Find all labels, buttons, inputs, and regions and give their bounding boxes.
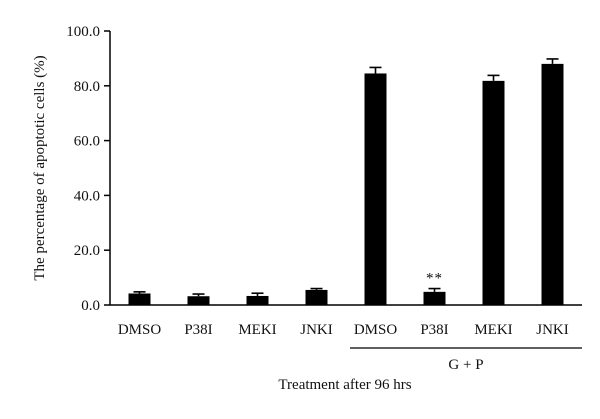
bar-2 bbox=[187, 296, 210, 305]
x-tick-label-4: JNKI bbox=[300, 322, 333, 338]
x-tick-label-2: P38I bbox=[184, 322, 212, 338]
bar-5 bbox=[364, 73, 387, 305]
y-axis: 0.0 20.0 40.0 60.0 80.0 100.0 bbox=[66, 24, 111, 314]
y-tick-label-0: 0.0 bbox=[81, 298, 100, 314]
y-tick-label-3: 60.0 bbox=[74, 134, 100, 150]
y-tick-label-2: 40.0 bbox=[74, 188, 100, 204]
x-tick-label-5: DMSO bbox=[354, 322, 398, 338]
group-label: G + P bbox=[448, 357, 483, 373]
significance-marker: ** bbox=[426, 271, 443, 287]
bar-3 bbox=[246, 295, 269, 305]
x-tick-label-3: MEKI bbox=[238, 322, 276, 338]
annotations-layer: ** bbox=[426, 271, 443, 287]
y-tick-label-1: 20.0 bbox=[74, 243, 100, 259]
bar-7 bbox=[482, 80, 505, 305]
x-tick-label-1: DMSO bbox=[118, 322, 162, 338]
bar-6 bbox=[423, 291, 446, 305]
x-axis-title: Treatment after 96 hrs bbox=[278, 377, 411, 393]
bars-layer bbox=[128, 63, 564, 305]
y-tick-label-5: 100.0 bbox=[66, 24, 100, 40]
x-tick-label-8: JNKI bbox=[536, 322, 569, 338]
bar-8 bbox=[541, 63, 564, 305]
x-tick-label-7: MEKI bbox=[474, 322, 512, 338]
bar-1 bbox=[128, 293, 151, 305]
bar-4 bbox=[305, 289, 328, 305]
group-bracket: G + P bbox=[350, 347, 582, 373]
x-axis: DMSO P38I MEKI JNKI DMSO P38I MEKI JNKI bbox=[110, 304, 582, 338]
y-axis-title: The percentage of apoptotic cells (%) bbox=[32, 55, 48, 280]
y-tick-label-4: 80.0 bbox=[74, 79, 100, 95]
error-bars-layer bbox=[133, 58, 559, 297]
x-tick-label-6: P38I bbox=[420, 322, 448, 338]
